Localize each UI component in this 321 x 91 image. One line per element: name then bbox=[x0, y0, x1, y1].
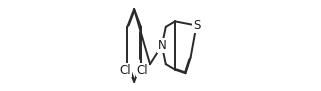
Text: Cl: Cl bbox=[119, 64, 131, 77]
Text: N: N bbox=[158, 39, 166, 52]
Text: Cl: Cl bbox=[136, 64, 148, 77]
Text: S: S bbox=[193, 19, 200, 32]
